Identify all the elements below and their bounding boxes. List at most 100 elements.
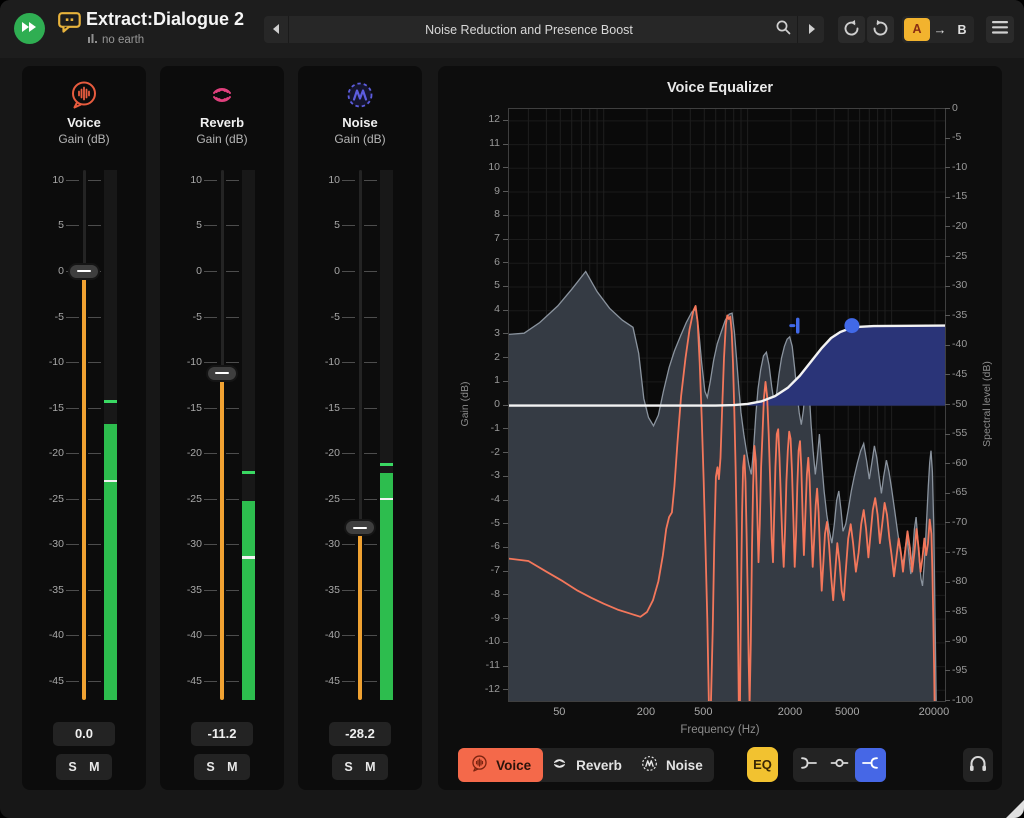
gain-axis-tick-mark bbox=[503, 238, 508, 240]
fader-tick-line bbox=[342, 544, 355, 546]
fader-tick-label: 5 bbox=[334, 219, 340, 232]
fader-tick-label: 10 bbox=[328, 173, 340, 186]
low-shelf-icon bbox=[798, 755, 819, 776]
preset-search-button[interactable] bbox=[769, 16, 797, 43]
fader-tick-label: -5 bbox=[330, 310, 340, 323]
spectral-axis-tick: -80 bbox=[952, 575, 968, 588]
preset-bar[interactable]: Noise Reduction and Presence Boost bbox=[264, 16, 824, 43]
fader-tick-line bbox=[226, 680, 239, 682]
eq-plot[interactable] bbox=[508, 108, 946, 702]
fader-handle-reverb[interactable] bbox=[206, 364, 238, 382]
gain-axis-tick-mark bbox=[503, 262, 508, 264]
tab-voice[interactable]: Voice bbox=[458, 748, 544, 782]
strip-param-label: Gain (dB) bbox=[58, 132, 110, 146]
channel-strip-voice: Voice Gain (dB) 10 5 0 -5 -10 -15 -20 -25 -30 -35… bbox=[22, 66, 146, 790]
fader-tick-label: -15 bbox=[48, 401, 64, 414]
fader-tick-line bbox=[342, 407, 355, 409]
fader-tick-line bbox=[88, 498, 101, 500]
bell-icon bbox=[829, 755, 850, 776]
fader-tick-label: -35 bbox=[48, 583, 64, 596]
ab-a-button[interactable]: A bbox=[904, 18, 930, 41]
process-button[interactable] bbox=[14, 13, 45, 44]
fader-tick-line bbox=[66, 225, 79, 227]
ab-copy-button[interactable]: → bbox=[933, 22, 947, 37]
fader-handle-noise[interactable] bbox=[344, 519, 376, 537]
menu-button[interactable] bbox=[986, 16, 1014, 43]
fader-tick-line bbox=[66, 179, 79, 181]
tab-reverb[interactable]: Reverb bbox=[543, 748, 628, 782]
frequency-axis-tick: 200 bbox=[636, 706, 656, 718]
levels-icon bbox=[88, 33, 98, 46]
spectral-axis-tick-mark bbox=[945, 226, 950, 228]
fader-tick-line bbox=[226, 635, 239, 637]
tab-noise[interactable]: Noise bbox=[629, 748, 714, 782]
session-name-label: no earth bbox=[102, 34, 145, 46]
spectral-axis-tick-mark bbox=[945, 700, 950, 701]
ab-b-button[interactable]: B bbox=[957, 22, 967, 37]
eq-curve[interactable] bbox=[509, 324, 945, 407]
gain-axis-tick-mark bbox=[503, 689, 508, 691]
undo-button[interactable] bbox=[838, 16, 865, 43]
solo-button[interactable]: S bbox=[344, 760, 353, 774]
gain-axis-tick: 5 bbox=[494, 279, 500, 292]
preset-next-button[interactable] bbox=[797, 16, 824, 43]
spectral-axis-tick-mark bbox=[945, 404, 950, 405]
gain-axis-tick: -2 bbox=[490, 445, 500, 458]
fader-tick-line bbox=[88, 362, 101, 364]
spectral-axis-tick-mark bbox=[945, 108, 950, 109]
eq-toggle-button[interactable]: EQ bbox=[747, 747, 778, 782]
high-shelf-filter-button[interactable] bbox=[855, 748, 886, 782]
redo-button[interactable] bbox=[867, 16, 894, 43]
spectral-axis-tick-mark bbox=[945, 522, 950, 524]
gain-axis-tick-mark bbox=[503, 285, 508, 287]
fader-tick-line bbox=[88, 179, 101, 181]
fader-tick-label: -20 bbox=[324, 447, 340, 460]
fader-tick-line bbox=[88, 225, 101, 227]
preset-name[interactable]: Noise Reduction and Presence Boost bbox=[425, 22, 633, 37]
high-shelf-icon bbox=[860, 755, 881, 776]
mute-button[interactable]: M bbox=[89, 760, 100, 774]
eq-band-bracket-tick[interactable] bbox=[789, 324, 796, 328]
fader-tick-label: -40 bbox=[186, 629, 202, 642]
spectral-axis-tick: -40 bbox=[952, 338, 968, 351]
low-shelf-filter-button[interactable] bbox=[793, 748, 824, 782]
mute-button[interactable]: M bbox=[227, 760, 238, 774]
y-axis-label-right: Spectral level (dB) bbox=[981, 361, 993, 447]
tab-label: Voice bbox=[496, 757, 532, 773]
fader-tick-label: -25 bbox=[186, 492, 202, 505]
fader-tick-label: -35 bbox=[186, 583, 202, 596]
bell-filter-button[interactable] bbox=[824, 748, 855, 782]
gain-axis-tick-mark bbox=[503, 618, 508, 620]
fader-level-track bbox=[82, 271, 86, 700]
fader-tick-line bbox=[364, 407, 377, 409]
fader-zone: 10 5 0 -5 -10 -15 -20 -25 -30 -35 -40 -45 bbox=[160, 66, 284, 790]
headphones-monitor-button[interactable] bbox=[963, 748, 993, 782]
gain-axis-tick: -5 bbox=[490, 516, 500, 529]
fader-tick-label: 0 bbox=[334, 265, 340, 277]
mute-button[interactable]: M bbox=[365, 760, 376, 774]
filter-shape-buttons bbox=[793, 748, 886, 782]
fader-handle-voice[interactable] bbox=[68, 262, 100, 280]
gain-axis-tick-mark bbox=[503, 357, 508, 359]
gain-value-reverb[interactable]: -11.2 bbox=[191, 722, 253, 746]
fader-level-track bbox=[220, 373, 224, 700]
channel-strip-noise: Noise Gain (dB) 10 5 0 -5 -10 -15 -20 -25 -30 -35… bbox=[298, 66, 422, 790]
fader-tick-label: -5 bbox=[192, 310, 202, 323]
fader-tick-line bbox=[88, 635, 101, 637]
fader-tick-line bbox=[88, 680, 101, 682]
solo-button[interactable]: S bbox=[206, 760, 215, 774]
top-bar: Extract:Dialogue 2 no earth Noise Reduct… bbox=[0, 0, 1024, 58]
solo-button[interactable]: S bbox=[68, 760, 77, 774]
redo-icon bbox=[871, 19, 890, 41]
eq-band-bracket-handle[interactable] bbox=[796, 317, 800, 334]
frequency-axis-tick: 2000 bbox=[777, 706, 803, 718]
eq-band-node[interactable] bbox=[844, 318, 860, 334]
gain-value-noise[interactable]: -28.2 bbox=[329, 722, 391, 746]
gain-axis-tick-mark bbox=[503, 641, 508, 643]
gain-value-voice[interactable]: 0.0 bbox=[53, 722, 115, 746]
dialogue-bubble-icon bbox=[58, 12, 81, 38]
fader-tick-label: -30 bbox=[186, 538, 202, 551]
spectral-axis-tick: 0 bbox=[952, 101, 958, 114]
preset-prev-button[interactable] bbox=[264, 16, 289, 43]
window-resize-handle[interactable] bbox=[1006, 800, 1024, 818]
